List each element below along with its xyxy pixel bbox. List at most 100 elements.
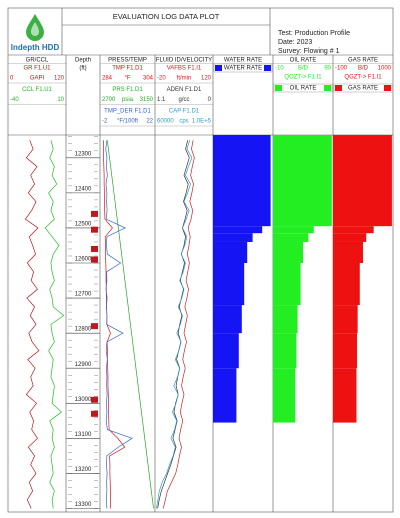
- scale-min: -100: [335, 66, 348, 72]
- log-curve: [24, 140, 40, 509]
- scale-max: 90: [324, 66, 331, 72]
- perforation: [91, 210, 98, 217]
- legend-box: [213, 63, 273, 73]
- rate-bar: [213, 305, 242, 334]
- legend-label: WATER RATE: [224, 66, 262, 72]
- perforation: [91, 256, 98, 263]
- track-title: FLUID ID/VELOCITY: [156, 58, 212, 64]
- rate-bar: [213, 226, 263, 234]
- perforation: [91, 396, 98, 403]
- info-line: Test: Production Profile: [278, 30, 350, 37]
- scale-max: 0: [208, 97, 212, 103]
- track-title: PRESS/TEMP: [108, 58, 147, 64]
- perforation: [91, 245, 98, 252]
- series-name: CAP F1.D1: [169, 109, 200, 115]
- rate-bar: [213, 368, 237, 423]
- rate-bar: [273, 135, 332, 227]
- track-subtitle: (ft): [79, 66, 86, 72]
- scale-max: 10: [57, 97, 64, 103]
- scale-max: 120: [54, 76, 65, 82]
- depth-label: 12900: [75, 362, 92, 368]
- rate-bar: [333, 263, 360, 306]
- scale-unit: g/cc: [178, 97, 189, 103]
- rate-bar: [213, 233, 253, 242]
- scale-unit: psia: [122, 97, 134, 103]
- rate-bar: [333, 368, 357, 423]
- depth-label: 12300: [75, 151, 92, 157]
- logo-drop-highlight: [31, 22, 39, 36]
- log-curve: [156, 140, 193, 509]
- track-title: OIL RATE: [290, 58, 317, 64]
- rate-bar: [273, 226, 314, 234]
- rate-bar: [333, 305, 358, 334]
- scale-min: -10: [275, 66, 284, 72]
- perforation: [91, 323, 98, 330]
- rate-bar: [333, 226, 374, 234]
- series-name: QGZT-> F1.I1: [344, 75, 382, 81]
- rate-bar: [273, 263, 301, 306]
- scale-unit: °F: [124, 76, 130, 82]
- legend-swatch: [384, 85, 391, 91]
- scale-max: 1.0E+5: [192, 119, 212, 125]
- legend-swatch: [264, 65, 271, 71]
- depth-label: 13200: [75, 467, 92, 473]
- depth-label: 12500: [75, 222, 92, 228]
- legend-label: GAS RATE: [348, 86, 378, 92]
- scale-unit: GAPI: [30, 76, 45, 82]
- depth-label: 13000: [75, 397, 92, 403]
- depth-label: 12400: [75, 186, 92, 192]
- depth-label: 13300: [75, 502, 92, 508]
- info-line: Date: 2023: [278, 39, 312, 46]
- rate-bar: [213, 333, 239, 369]
- series-name: CCL F1.U1: [22, 87, 52, 93]
- log-curve: [162, 140, 195, 509]
- legend-label: OIL RATE: [290, 86, 317, 92]
- rate-bar: [273, 241, 303, 264]
- scale-unit: cps: [179, 119, 188, 125]
- perforation: [91, 410, 98, 417]
- scale-min: -2: [102, 119, 108, 125]
- rate-bar: [213, 135, 271, 227]
- legend-swatch: [324, 85, 331, 91]
- track-title: GAS RATE: [348, 58, 378, 64]
- depth-label: 12800: [75, 327, 92, 333]
- scale-max: 1000: [378, 66, 392, 72]
- scale-max: 120: [201, 76, 212, 82]
- legend-swatch: [275, 85, 282, 91]
- series-name: VAFBS F1.I1: [167, 66, 202, 72]
- log-curve: [44, 140, 65, 509]
- info-line: Survey: Flowing # 1: [278, 48, 340, 55]
- outer-frame: [7, 7, 394, 513]
- depth-label: 12600: [75, 257, 92, 263]
- scale-unit: B/D: [358, 66, 369, 72]
- rate-bar: [273, 233, 309, 242]
- rate-bar: [273, 368, 296, 423]
- legend-box: [273, 83, 333, 93]
- track-title: GR/CCL: [26, 58, 49, 64]
- series-name: QOZT-> F1.I1: [284, 75, 322, 81]
- scale-min: 284: [102, 76, 113, 82]
- series-name: TMP_DER F1.D1: [104, 109, 151, 115]
- scale-unit: B/D: [298, 66, 309, 72]
- legend-swatch: [215, 65, 222, 71]
- scale-min: 1.1: [157, 97, 166, 103]
- depth-label: 12700: [75, 292, 92, 298]
- rate-bar: [333, 135, 392, 227]
- depth-label: 13100: [75, 432, 92, 438]
- series-name: ADEN F1.D1: [167, 87, 202, 93]
- track-title: WATER RATE: [224, 58, 262, 64]
- rate-bar: [273, 333, 297, 369]
- series-name: GR F1.U1: [23, 66, 51, 72]
- plot-title: EVALUATION LOG DATA PLOT: [113, 12, 220, 21]
- log-curve: [106, 140, 154, 509]
- rate-bar: [333, 333, 357, 369]
- series-name: PRS F1.D1: [112, 87, 143, 93]
- scale-min: 60000: [157, 119, 174, 125]
- legend-swatch: [335, 85, 342, 91]
- log-curve: [105, 140, 133, 509]
- scale-unit: °F/100ft: [117, 119, 138, 125]
- scale-min: -40: [10, 97, 19, 103]
- scale-min: 0: [10, 76, 14, 82]
